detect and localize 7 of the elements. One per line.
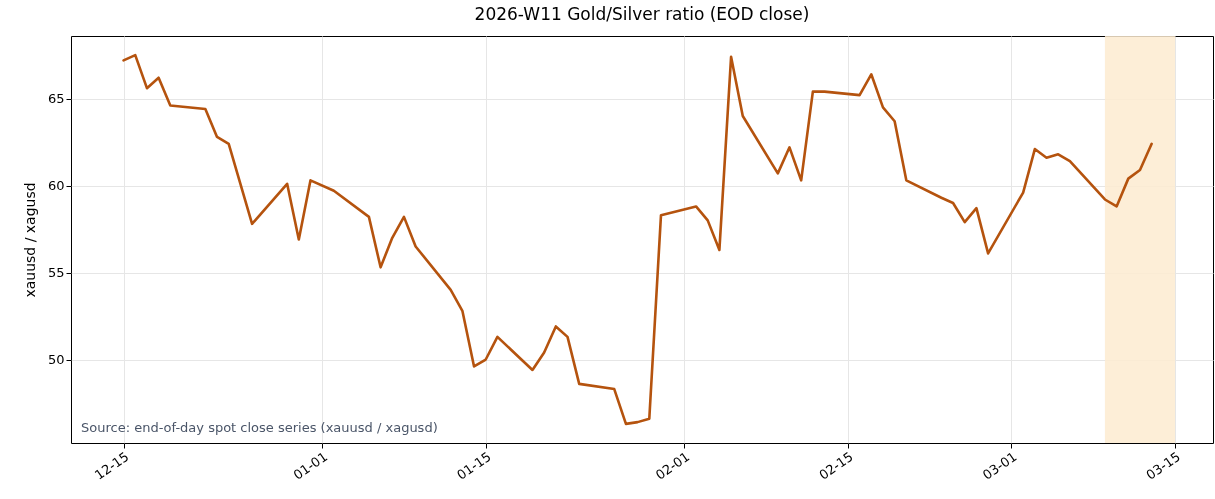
chart-title: 2026-W11 Gold/Silver ratio (EOD close) [474,4,810,24]
y-tick-label: 55 [47,265,65,281]
y-axis-title: xauusd / xagusd [21,182,38,298]
y-tick-label: 60 [47,178,65,194]
annotation: Source: end-of-day spot close series (xauusd / xagusd) [81,420,438,435]
y-tick-label: 50 [47,352,65,368]
y-tick-label: 65 [47,91,65,107]
